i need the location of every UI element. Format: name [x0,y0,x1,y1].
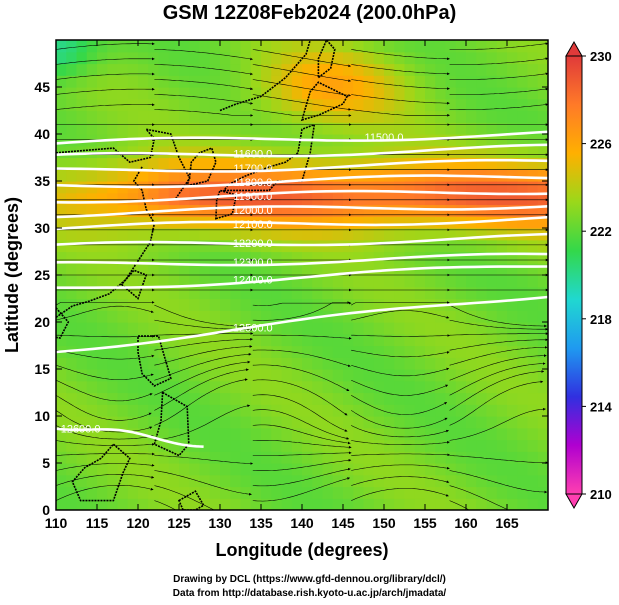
y-tick-label: 35 [34,173,50,189]
contour-label: 12400.0 [233,275,273,287]
contour-line [56,427,204,448]
colorbar-min-arrow [565,493,583,510]
contour-label: 12300.0 [233,257,273,269]
contour-line [56,205,548,219]
contour-line [56,174,548,189]
x-tick-label: 145 [331,515,355,531]
x-tick-label: 115 [86,515,109,531]
colorbar-gradient [565,55,583,495]
y-tick-label: 30 [34,220,50,236]
contour-line [56,189,548,204]
y-tick-label: 40 [34,126,50,142]
colorbar-tick-label: 210 [590,487,612,502]
contour-label: 11900.0 [233,191,272,203]
contour-line [56,265,548,289]
page-title: GSM 12Z08Feb2024 (200.0hPa) [162,2,457,24]
y-tick-label: 0 [42,502,50,518]
contour-label: 12500.0 [233,323,273,335]
wind-streamlines [56,42,548,510]
contour-label: 11800.0 [233,177,272,189]
contour-line [56,143,548,158]
y-tick-label: 25 [34,267,50,283]
contour-label: 11600.0 [233,149,272,161]
contour-label: 11700.0 [233,163,272,175]
colorbar-max-arrow [565,40,583,57]
height-contours: 11500.0 11600.0 11700.0 11800.0 11900.0 12000… [56,130,548,448]
colorbar: 230 226 222 218 214 210 [565,40,612,510]
y-tick-label: 20 [34,314,50,330]
y-tick-label: 10 [34,408,50,424]
x-tick-label: 165 [495,515,519,531]
x-tick-label: 155 [413,515,437,531]
contour-line [56,295,548,354]
y-tick-label: 5 [42,455,50,471]
x-axis-label: Longitude (degrees) [215,540,388,560]
temperature-field [56,40,548,510]
y-tick-label: 45 [34,79,50,95]
contour-line [56,130,548,145]
y-axis: 0 5 10 15 20 25 30 35 40 45 [34,79,548,518]
contour-label: 11500.0 [365,132,404,144]
contour-line [56,158,548,173]
contour-label: 12000.0 [233,205,273,217]
x-tick-label: 135 [249,515,273,531]
contour-line [56,252,548,267]
contour-label: 12600.0 [61,424,101,436]
colorbar-tick-label: 230 [590,49,612,64]
y-tick-label: 15 [34,361,50,377]
credit-data: Data from http://database.rish.kyoto-u.a… [172,588,447,599]
x-tick-label: 150 [372,515,396,531]
x-tick-label: 130 [208,515,232,531]
colorbar-tick-label: 222 [590,224,612,239]
x-tick-label: 160 [454,515,478,531]
contour-line [56,232,548,247]
credit-drawing: Drawing by DCL (https://www.gfd-dennou.o… [173,574,446,585]
x-axis: 110 115 120 125 130 135 140 145 150 155 160 165 [45,40,519,531]
colorbar-tick-label: 218 [590,312,612,327]
x-tick-label: 120 [126,515,150,531]
x-tick-label: 140 [290,515,314,531]
y-axis-label: Latitude (degrees) [2,197,22,353]
x-tick-label: 125 [167,515,191,531]
contour-line [56,215,548,231]
x-tick-label: 110 [45,515,68,531]
contour-label: 12100.0 [233,219,273,231]
colorbar-tick-label: 226 [590,137,612,152]
contour-label: 12200.0 [233,238,273,250]
colorbar-tick-label: 214 [590,399,612,414]
